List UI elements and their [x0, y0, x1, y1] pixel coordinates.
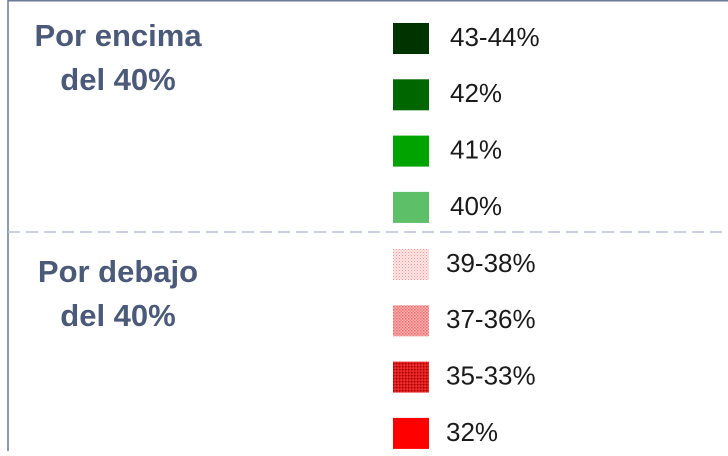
item-label: 42% — [450, 78, 502, 108]
item-label: 41% — [450, 134, 502, 164]
swatch — [393, 135, 429, 167]
swatch — [393, 23, 429, 54]
group-title: Por encima — [34, 18, 202, 53]
swatch — [393, 305, 429, 337]
item-label: 43-44% — [450, 22, 540, 52]
swatch — [393, 361, 429, 393]
swatch — [393, 79, 429, 111]
swatch — [393, 191, 429, 223]
group-title: del 40% — [60, 62, 175, 97]
swatch — [393, 249, 429, 280]
group-title: Por debajo — [38, 254, 198, 289]
item-label: 40% — [450, 191, 502, 221]
swatch — [393, 417, 429, 449]
item-label: 39-38% — [446, 248, 536, 278]
item-label: 32% — [446, 417, 498, 447]
group-title: del 40% — [60, 298, 175, 333]
item-label: 37-36% — [446, 304, 536, 334]
item-label: 35-33% — [446, 360, 536, 390]
